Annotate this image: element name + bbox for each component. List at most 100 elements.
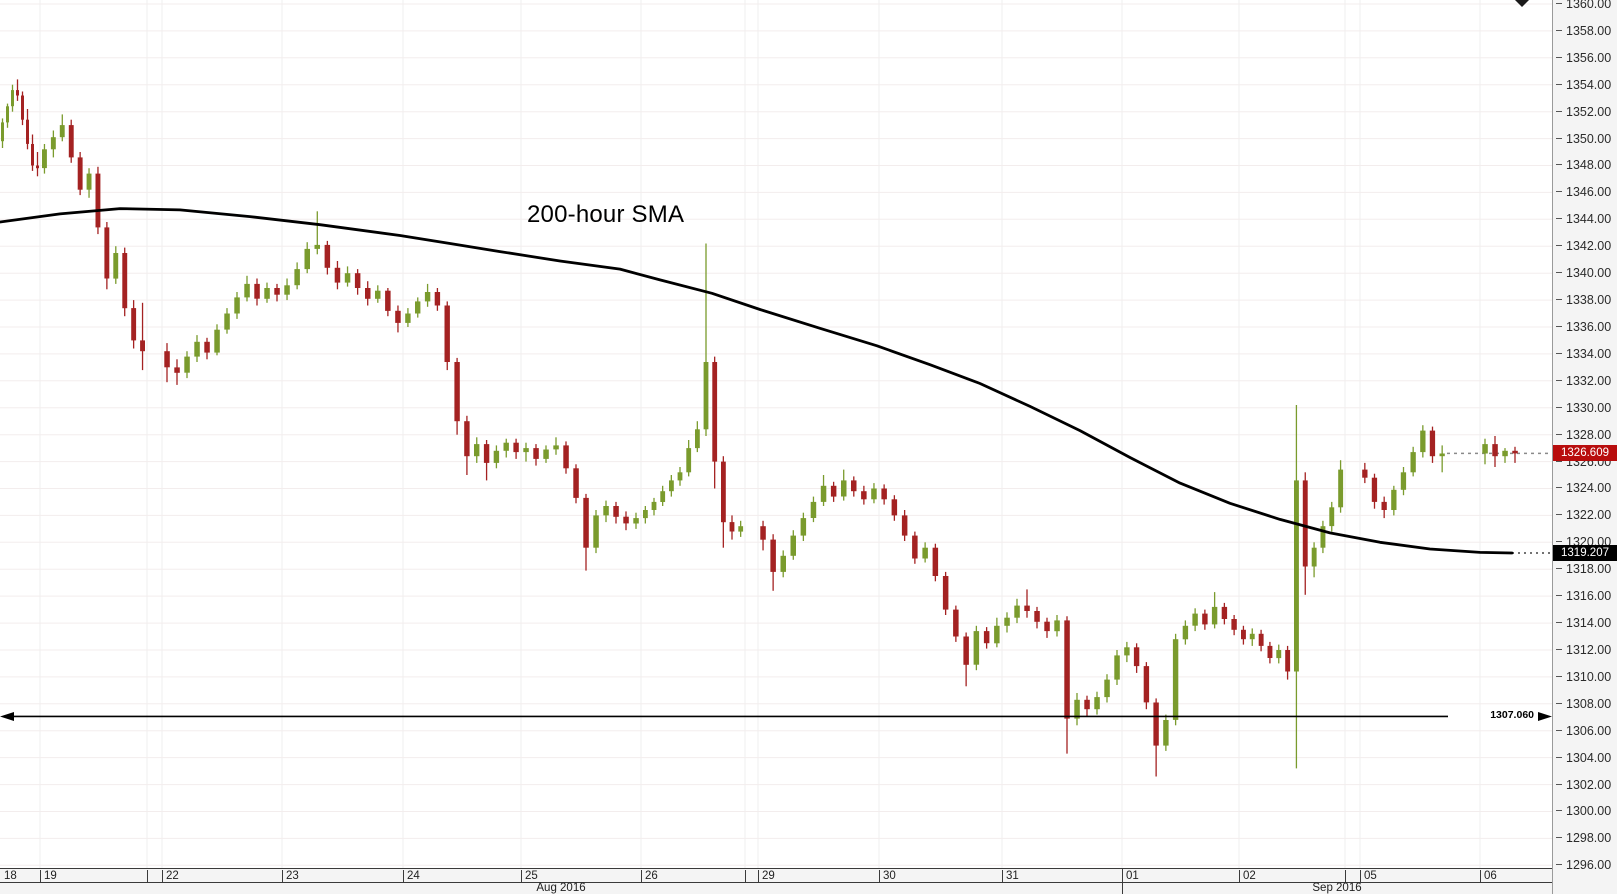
price-tick-mark	[1556, 836, 1562, 838]
time-tick-mark	[162, 870, 163, 883]
support-line-1307	[0, 711, 1552, 721]
candles-day-25	[523, 437, 639, 571]
price-tick-label: 1360.00	[1553, 0, 1617, 11]
time-tick-mark	[521, 870, 522, 883]
price-tick-label: 1312.00	[1553, 643, 1617, 657]
time-tick-mark	[758, 870, 759, 883]
price-tick-label: 1332.00	[1553, 374, 1617, 388]
price-tick-label: 1330.00	[1553, 401, 1617, 415]
price-tick-mark	[1556, 379, 1562, 381]
time-tick-mark	[147, 870, 148, 883]
time-tick-label: 25	[525, 870, 538, 882]
price-tick-mark	[1556, 863, 1562, 865]
time-tick-mark	[1345, 870, 1346, 883]
time-axis-day-row: 18 19 22 23 24 25 26 29 30 31 01 02 05 06	[0, 868, 1552, 883]
time-tick-mark	[1002, 870, 1003, 883]
time-tick-label: 23	[286, 870, 299, 882]
price-tick-label: 1308.00	[1553, 697, 1617, 711]
time-tick-label: 31	[1006, 870, 1019, 882]
time-tick-mark	[745, 870, 746, 883]
time-tick-label: 26	[645, 870, 658, 882]
price-tick-mark	[1556, 433, 1562, 435]
price-tick-label: 1316.00	[1553, 589, 1617, 603]
price-tick-label: 1356.00	[1553, 51, 1617, 65]
price-tick-label: 1348.00	[1553, 158, 1617, 172]
candles-day-19	[42, 114, 145, 371]
month-label-sep: Sep 2016	[1312, 882, 1362, 894]
price-tick-label: 1310.00	[1553, 670, 1617, 684]
price-tick-label: 1344.00	[1553, 212, 1617, 226]
price-tick-mark	[1556, 513, 1562, 515]
price-tick-label: 1354.00	[1553, 78, 1617, 92]
price-tick-label: 1342.00	[1553, 239, 1617, 253]
candles-day-01	[1124, 592, 1237, 777]
price-tick-label: 1324.00	[1553, 481, 1617, 495]
candles-day-02	[1241, 405, 1344, 769]
time-tick-label: 05	[1364, 870, 1377, 882]
price-tick-mark	[1556, 110, 1562, 112]
candles-day-05	[1362, 425, 1445, 519]
price-tick-label: 1314.00	[1553, 616, 1617, 630]
time-tick-label: 06	[1484, 870, 1497, 882]
time-tick-mark	[1239, 870, 1240, 883]
time-tick-mark	[1480, 870, 1481, 883]
price-tick-label: 1298.00	[1553, 831, 1617, 845]
time-tick-mark	[403, 870, 404, 883]
price-tick-label: 1352.00	[1553, 105, 1617, 119]
sma-annotation-label: 200-hour SMA	[527, 201, 685, 228]
time-tick-label: 24	[407, 870, 420, 882]
price-tick-mark	[1556, 56, 1562, 58]
price-tick-label: 1296.00	[1553, 858, 1617, 872]
price-tick-mark	[1556, 163, 1562, 165]
candles-day-29	[760, 469, 877, 591]
price-tick-mark	[1556, 809, 1562, 811]
chart-plot-area[interactable]	[0, 0, 1552, 868]
price-tick-mark	[1556, 298, 1562, 300]
price-tick-mark	[1556, 783, 1562, 785]
price-tick-mark	[1556, 190, 1562, 192]
time-axis-month-row: Aug 2016 Sep 2016	[0, 882, 1552, 894]
price-tick-mark	[1556, 486, 1562, 488]
price-tick-label: 1306.00	[1553, 724, 1617, 738]
price-tick-label: 1358.00	[1553, 24, 1617, 38]
time-tick-mark	[40, 870, 41, 883]
candles-day-30	[881, 484, 1000, 687]
candles-day-26	[643, 243, 744, 548]
price-tick-mark	[1556, 83, 1562, 85]
time-axis[interactable]: 18 19 22 23 24 25 26 29 30 31 01 02 05 06 Aug 2016 Se…	[0, 868, 1552, 894]
candles-day-22	[164, 275, 280, 385]
price-tick-label: 1304.00	[1553, 751, 1617, 765]
price-tick-mark	[1556, 675, 1562, 677]
price-tick-label: 1338.00	[1553, 293, 1617, 307]
last-price-badge: 1326.609	[1553, 445, 1617, 461]
price-tick-label: 1318.00	[1553, 562, 1617, 576]
price-tick-label: 1334.00	[1553, 347, 1617, 361]
price-tick-mark	[1556, 352, 1562, 354]
price-tick-label: 1336.00	[1553, 320, 1617, 334]
time-tick-label: 02	[1243, 870, 1256, 882]
time-tick-label: 29	[762, 870, 775, 882]
price-tick-mark	[1556, 217, 1562, 219]
price-tick-mark	[1556, 621, 1562, 623]
candles-day-24	[405, 283, 519, 481]
vertical-gridlines	[39, 0, 1481, 868]
price-tick-label: 1328.00	[1553, 428, 1617, 442]
time-tick-label: 19	[44, 870, 57, 882]
price-tick-mark	[1556, 702, 1562, 704]
price-tick-label: 1340.00	[1553, 266, 1617, 280]
time-tick-mark	[1360, 870, 1361, 883]
price-tick-mark	[1556, 406, 1562, 408]
month-separator	[1122, 868, 1123, 894]
sma-line	[0, 207, 1514, 555]
month-label-aug: Aug 2016	[536, 882, 586, 894]
price-tick-label: 1302.00	[1553, 778, 1617, 792]
price-tick-mark	[1556, 325, 1562, 327]
horizontal-gridlines	[0, 3, 1552, 866]
price-tick-mark	[1556, 29, 1562, 31]
price-tick-mark	[1556, 594, 1562, 596]
price-tick-mark	[1556, 729, 1562, 731]
time-tick-mark	[641, 870, 642, 883]
price-tick-label: 1300.00	[1553, 804, 1617, 818]
price-tick-mark	[1556, 567, 1562, 569]
